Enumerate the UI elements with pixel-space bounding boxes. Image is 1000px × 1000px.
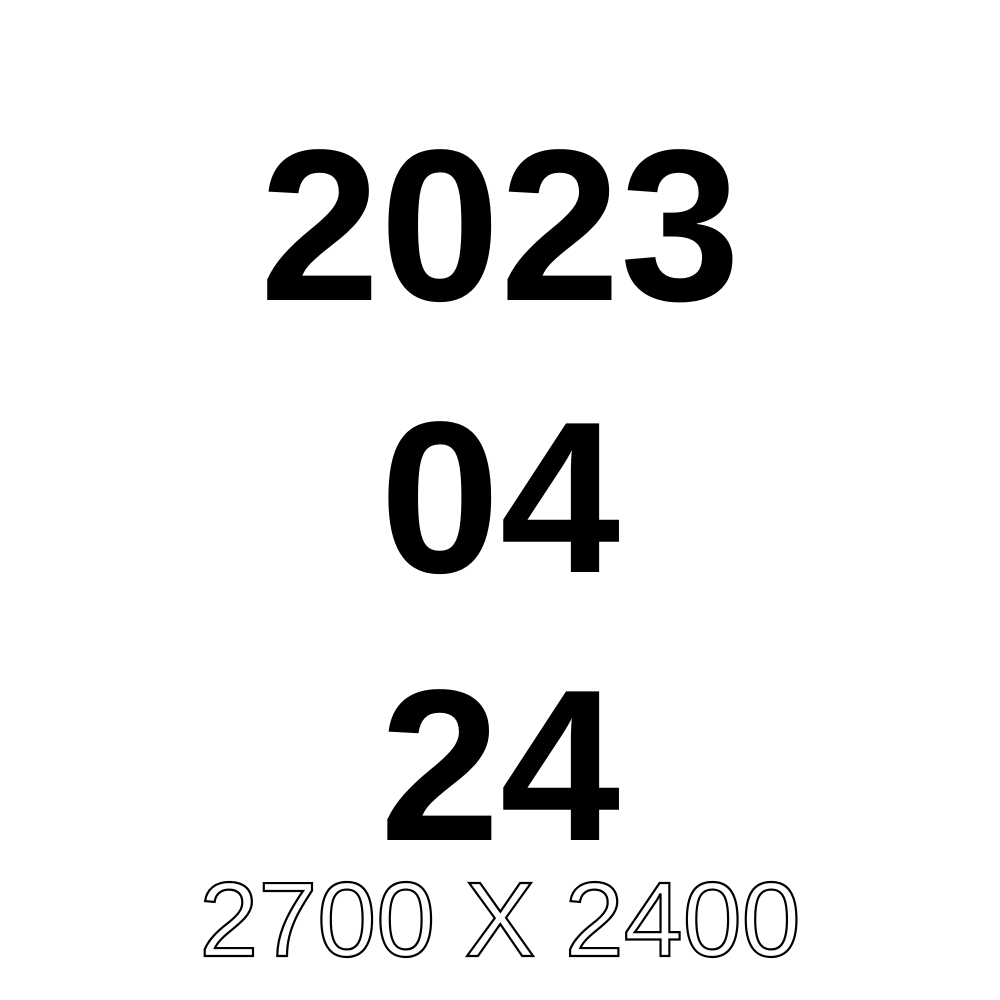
date-day: 24 — [379, 644, 621, 886]
dimensions-label-svg: 2700 X 2400 — [198, 872, 801, 968]
dimensions-label: 2700 X 2400 — [199, 872, 800, 968]
dimensions-caption: 2700 X 2400 — [0, 872, 1000, 968]
date-year: 2023 — [259, 104, 741, 346]
date-month: 04 — [379, 376, 621, 618]
